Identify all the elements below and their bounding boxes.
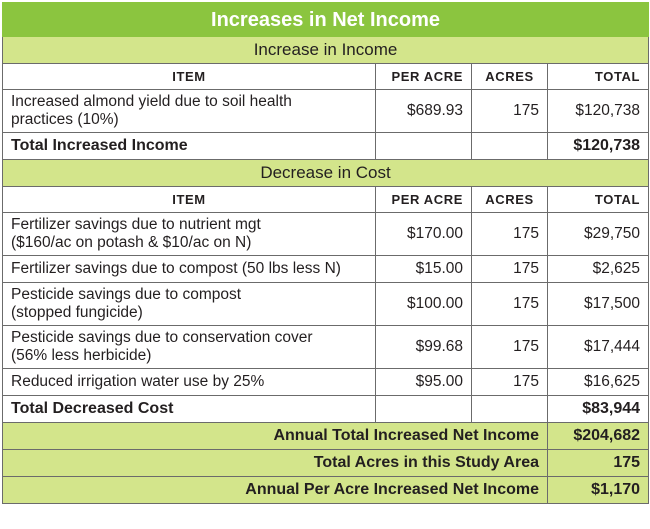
table-title: Increases in Net Income: [1, 2, 650, 37]
income-section-label: Increase in Income: [1, 36, 650, 64]
cost-total-row: Total Decreased Cost $83,944: [2, 395, 650, 423]
cost-total-label: Total Decreased Cost: [2, 395, 376, 423]
row-acres: 175: [471, 255, 548, 283]
cost-header-total: TOTAL: [546, 186, 650, 213]
income-total-row: Total Increased Income $120,738: [2, 132, 650, 160]
row-per-acre: $15.00: [375, 255, 472, 283]
income-header-row: ITEM PER ACRE ACRES TOTAL: [2, 63, 650, 90]
cost-section-label: Decrease in Cost: [1, 159, 650, 187]
income-total-label: Total Increased Income: [2, 132, 376, 160]
income-total-value: $120,738: [546, 132, 650, 160]
row-item-line2: (stopped fungicide): [11, 304, 143, 321]
row-item-line1: Pesticide savings due to conservation co…: [11, 329, 313, 346]
row-per-acre: $689.93: [375, 89, 472, 133]
income-section-row: Increase in Income: [1, 36, 650, 64]
row-total: $29,750: [546, 212, 650, 256]
row-total: $17,500: [546, 282, 650, 326]
income-header-item: ITEM: [2, 63, 376, 90]
row-item-line1: Increased almond yield due to soil healt…: [11, 93, 292, 110]
table-row: Fertilizer savings due to compost (50 lb…: [2, 255, 650, 283]
row-item: Pesticide savings due to conservation co…: [2, 325, 376, 369]
summary-label: Annual Per Acre Increased Net Income: [2, 476, 548, 504]
summary-value: 175: [546, 449, 650, 477]
row-acres: 175: [471, 325, 548, 369]
row-per-acre: $100.00: [375, 282, 472, 326]
row-item-line2: practices (10%): [11, 111, 119, 128]
row-item: Increased almond yield due to soil healt…: [2, 89, 376, 133]
income-header-total: TOTAL: [546, 63, 650, 90]
table-row: Pesticide savings due to compost (stopped…: [2, 282, 650, 326]
row-total: $17,444: [546, 325, 650, 369]
empty-cell: [375, 395, 472, 423]
cost-header-item: ITEM: [2, 186, 376, 213]
row-item-line2: ($160/ac on potash & $10/ac on N): [11, 234, 252, 251]
income-header-per-acre: PER ACRE: [375, 63, 472, 90]
row-acres: 175: [471, 89, 548, 133]
row-acres: 175: [471, 212, 548, 256]
cost-total-value: $83,944: [546, 395, 650, 423]
row-item: Fertilizer savings due to nutrient mgt ($…: [2, 212, 376, 256]
row-per-acre: $95.00: [375, 368, 472, 396]
row-acres: 175: [471, 368, 548, 396]
cost-header-row: ITEM PER ACRE ACRES TOTAL: [2, 186, 650, 213]
empty-cell: [471, 395, 548, 423]
row-item: Reduced irrigation water use by 25%: [2, 368, 376, 396]
summary-value: $204,682: [546, 422, 650, 450]
cost-header-acres: ACRES: [471, 186, 548, 213]
table-row: Reduced irrigation water use by 25% $95.…: [2, 368, 650, 396]
row-item: Fertilizer savings due to compost (50 lb…: [2, 255, 376, 283]
summary-label: Total Acres in this Study Area: [2, 449, 548, 477]
summary-row-per-acre: Annual Per Acre Increased Net Income $1,…: [2, 476, 650, 504]
row-per-acre: $170.00: [375, 212, 472, 256]
cost-header-per-acre: PER ACRE: [375, 186, 472, 213]
row-per-acre: $99.68: [375, 325, 472, 369]
row-acres: 175: [471, 282, 548, 326]
row-item-line1: Fertilizer savings due to nutrient mgt: [11, 216, 261, 233]
row-item-line2: (56% less herbicide): [11, 347, 152, 364]
table-row: Fertilizer savings due to nutrient mgt ($…: [2, 212, 650, 256]
empty-cell: [471, 132, 548, 160]
table-title-row: Increases in Net Income: [1, 2, 650, 37]
row-item: Pesticide savings due to compost (stopped…: [2, 282, 376, 326]
summary-label: Annual Total Increased Net Income: [2, 422, 548, 450]
summary-row-net-income: Annual Total Increased Net Income $204,6…: [2, 422, 650, 450]
table-row: Pesticide savings due to conservation co…: [2, 325, 650, 369]
income-header-acres: ACRES: [471, 63, 548, 90]
summary-value: $1,170: [546, 476, 650, 504]
row-total: $120,738: [546, 89, 650, 133]
cost-section-row: Decrease in Cost: [1, 159, 650, 187]
row-total: $2,625: [546, 255, 650, 283]
table-row: Increased almond yield due to soil healt…: [2, 89, 650, 133]
empty-cell: [375, 132, 472, 160]
summary-row-acres: Total Acres in this Study Area 175: [2, 449, 650, 477]
net-income-table: Increases in Net Income Increase in Inco…: [1, 2, 650, 504]
row-item-line1: Pesticide savings due to compost: [11, 286, 242, 303]
row-total: $16,625: [546, 368, 650, 396]
